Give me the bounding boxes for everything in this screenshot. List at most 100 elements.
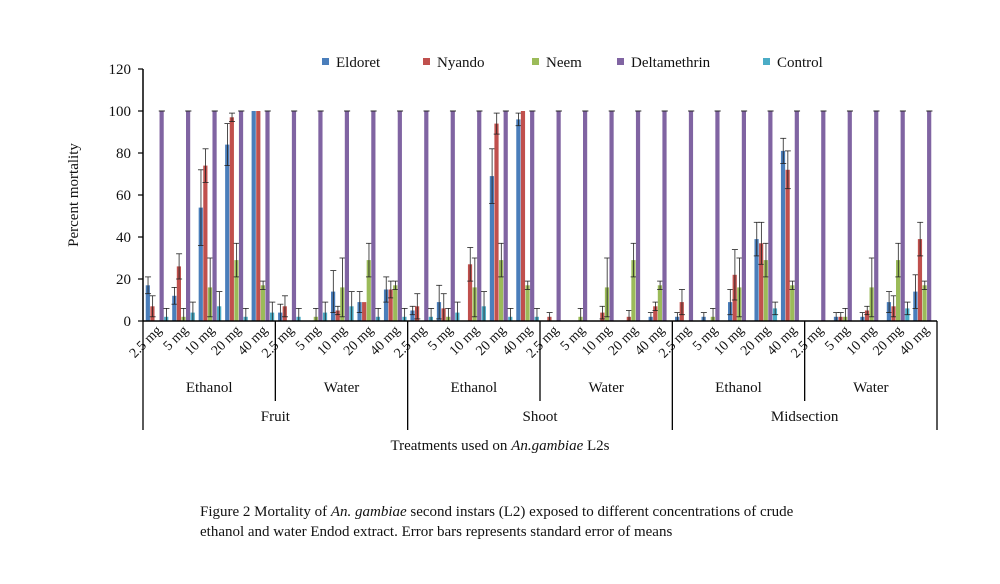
bar-nyando — [176, 266, 181, 321]
bar-neem — [763, 260, 768, 321]
y-tick-label: 0 — [124, 314, 132, 330]
bar-nyando — [467, 264, 473, 321]
bar-deltamethrin — [662, 111, 667, 321]
bar-nyando — [864, 310, 870, 321]
x-category-label: 10 mg — [315, 323, 351, 359]
legend-swatch-nyando — [423, 58, 430, 65]
part-group-label: Midsection — [771, 409, 839, 425]
bar-neem — [260, 285, 265, 321]
bar-neem — [631, 260, 636, 321]
bar-deltamethrin — [874, 111, 879, 321]
x-axis-title: Treatments used on An.gambiae L2s — [0, 438, 1000, 455]
x-category-label: 10 mg — [844, 323, 880, 359]
bar-nyando — [335, 310, 340, 321]
part-group-label: Shoot — [522, 409, 558, 425]
bar-deltamethrin — [212, 111, 217, 321]
legend: Eldoret Nyando Neem Deltamethrin Control — [322, 55, 823, 71]
bar-nyando — [362, 302, 367, 321]
bar-deltamethrin — [238, 111, 244, 321]
legend-swatch-eldoret — [322, 58, 329, 65]
bar-deltamethrin — [768, 111, 773, 321]
bar-neem — [525, 285, 530, 321]
solvent-group-label: Ethanol — [715, 380, 762, 396]
x-axis-title-prefix: Treatments used on — [390, 438, 512, 454]
bar-deltamethrin — [583, 111, 588, 321]
bar-neem — [234, 260, 239, 321]
bar-deltamethrin — [530, 111, 535, 321]
bar-deltamethrin — [503, 111, 508, 321]
caption-part1: Figure 2 Mortality of — [200, 504, 331, 520]
bar-neem — [393, 285, 398, 321]
bar-deltamethrin — [265, 111, 270, 321]
bar-eldoret — [198, 207, 203, 321]
bar-neem — [896, 260, 901, 321]
caption-species: An. gambiae — [330, 504, 407, 520]
x-category-label: 10 mg — [579, 323, 615, 359]
bar-deltamethrin — [371, 111, 376, 321]
bar-neem — [366, 260, 371, 321]
bar-neem — [790, 285, 795, 321]
solvent-group-label: Water — [588, 380, 623, 396]
x-axis-title-suffix: L2s — [583, 438, 610, 454]
bar-deltamethrin — [927, 111, 932, 321]
bar-neem — [499, 260, 504, 321]
bar-eldoret — [780, 150, 786, 321]
x-category-label: 20 mg — [738, 323, 774, 359]
bar-nyando — [785, 169, 790, 321]
bar-deltamethrin — [821, 111, 826, 321]
bar-deltamethrin — [450, 111, 455, 321]
bar-eldoret — [489, 176, 494, 321]
bar-deltamethrin — [186, 111, 191, 321]
bar-deltamethrin — [715, 111, 720, 321]
legend-label-control: Control — [777, 55, 823, 71]
bar-eldoret — [225, 144, 230, 321]
solvent-group-label: Ethanol — [451, 380, 498, 396]
bar-nyando — [494, 123, 499, 321]
bar-deltamethrin — [344, 111, 349, 321]
bar-deltamethrin — [794, 111, 799, 321]
bar-eldoret — [383, 289, 389, 321]
x-category-label: 20 mg — [341, 323, 377, 359]
bar-deltamethrin — [477, 111, 482, 321]
caption-part2: second instars (L2) exposed to different… — [200, 504, 794, 540]
bars — [145, 110, 933, 322]
bar-deltamethrin — [741, 111, 746, 321]
bar-deltamethrin — [159, 111, 164, 321]
bar-eldoret — [251, 111, 256, 321]
bar-eldoret — [516, 119, 521, 322]
solvent-group-label: Water — [324, 380, 359, 396]
x-category-label: 2.5 mg — [127, 323, 165, 361]
bar-nyando — [520, 111, 526, 321]
y-tick-label: 80 — [116, 146, 131, 162]
x-category-label: 20 mg — [209, 323, 245, 359]
legend-swatch-neem — [532, 58, 539, 65]
legend-label-deltamethrin: Deltamethrin — [631, 55, 711, 71]
bar-deltamethrin — [424, 111, 429, 321]
bar-nyando — [229, 117, 234, 321]
bar-deltamethrin — [609, 111, 614, 321]
legend-label-nyando: Nyando — [437, 55, 485, 71]
y-tick-label: 100 — [109, 104, 132, 120]
part-group-label: Fruit — [261, 409, 291, 425]
legend-swatch-deltamethrin — [617, 58, 624, 65]
bar-deltamethrin — [847, 111, 852, 321]
bar-deltamethrin — [688, 111, 694, 321]
y-tick-label: 40 — [116, 230, 131, 246]
bar-nyando — [203, 165, 208, 321]
x-axis-title-italic: An.gambiae — [511, 438, 584, 454]
legend-label-eldoret: Eldoret — [336, 55, 381, 71]
bar-nyando — [388, 289, 393, 321]
y-tick-label: 60 — [116, 188, 131, 204]
bar-deltamethrin — [291, 111, 297, 321]
bar-deltamethrin — [318, 111, 323, 321]
bar-neem — [922, 285, 927, 321]
bar-deltamethrin — [397, 111, 402, 321]
bar-deltamethrin — [900, 111, 905, 321]
x-category-label: 20 mg — [606, 323, 642, 359]
legend-swatch-control — [763, 58, 770, 65]
bar-nyando — [653, 306, 658, 321]
bar-nyando — [759, 243, 764, 321]
x-category-label: 20 mg — [870, 323, 906, 359]
x-category-label: 10 mg — [447, 323, 483, 359]
